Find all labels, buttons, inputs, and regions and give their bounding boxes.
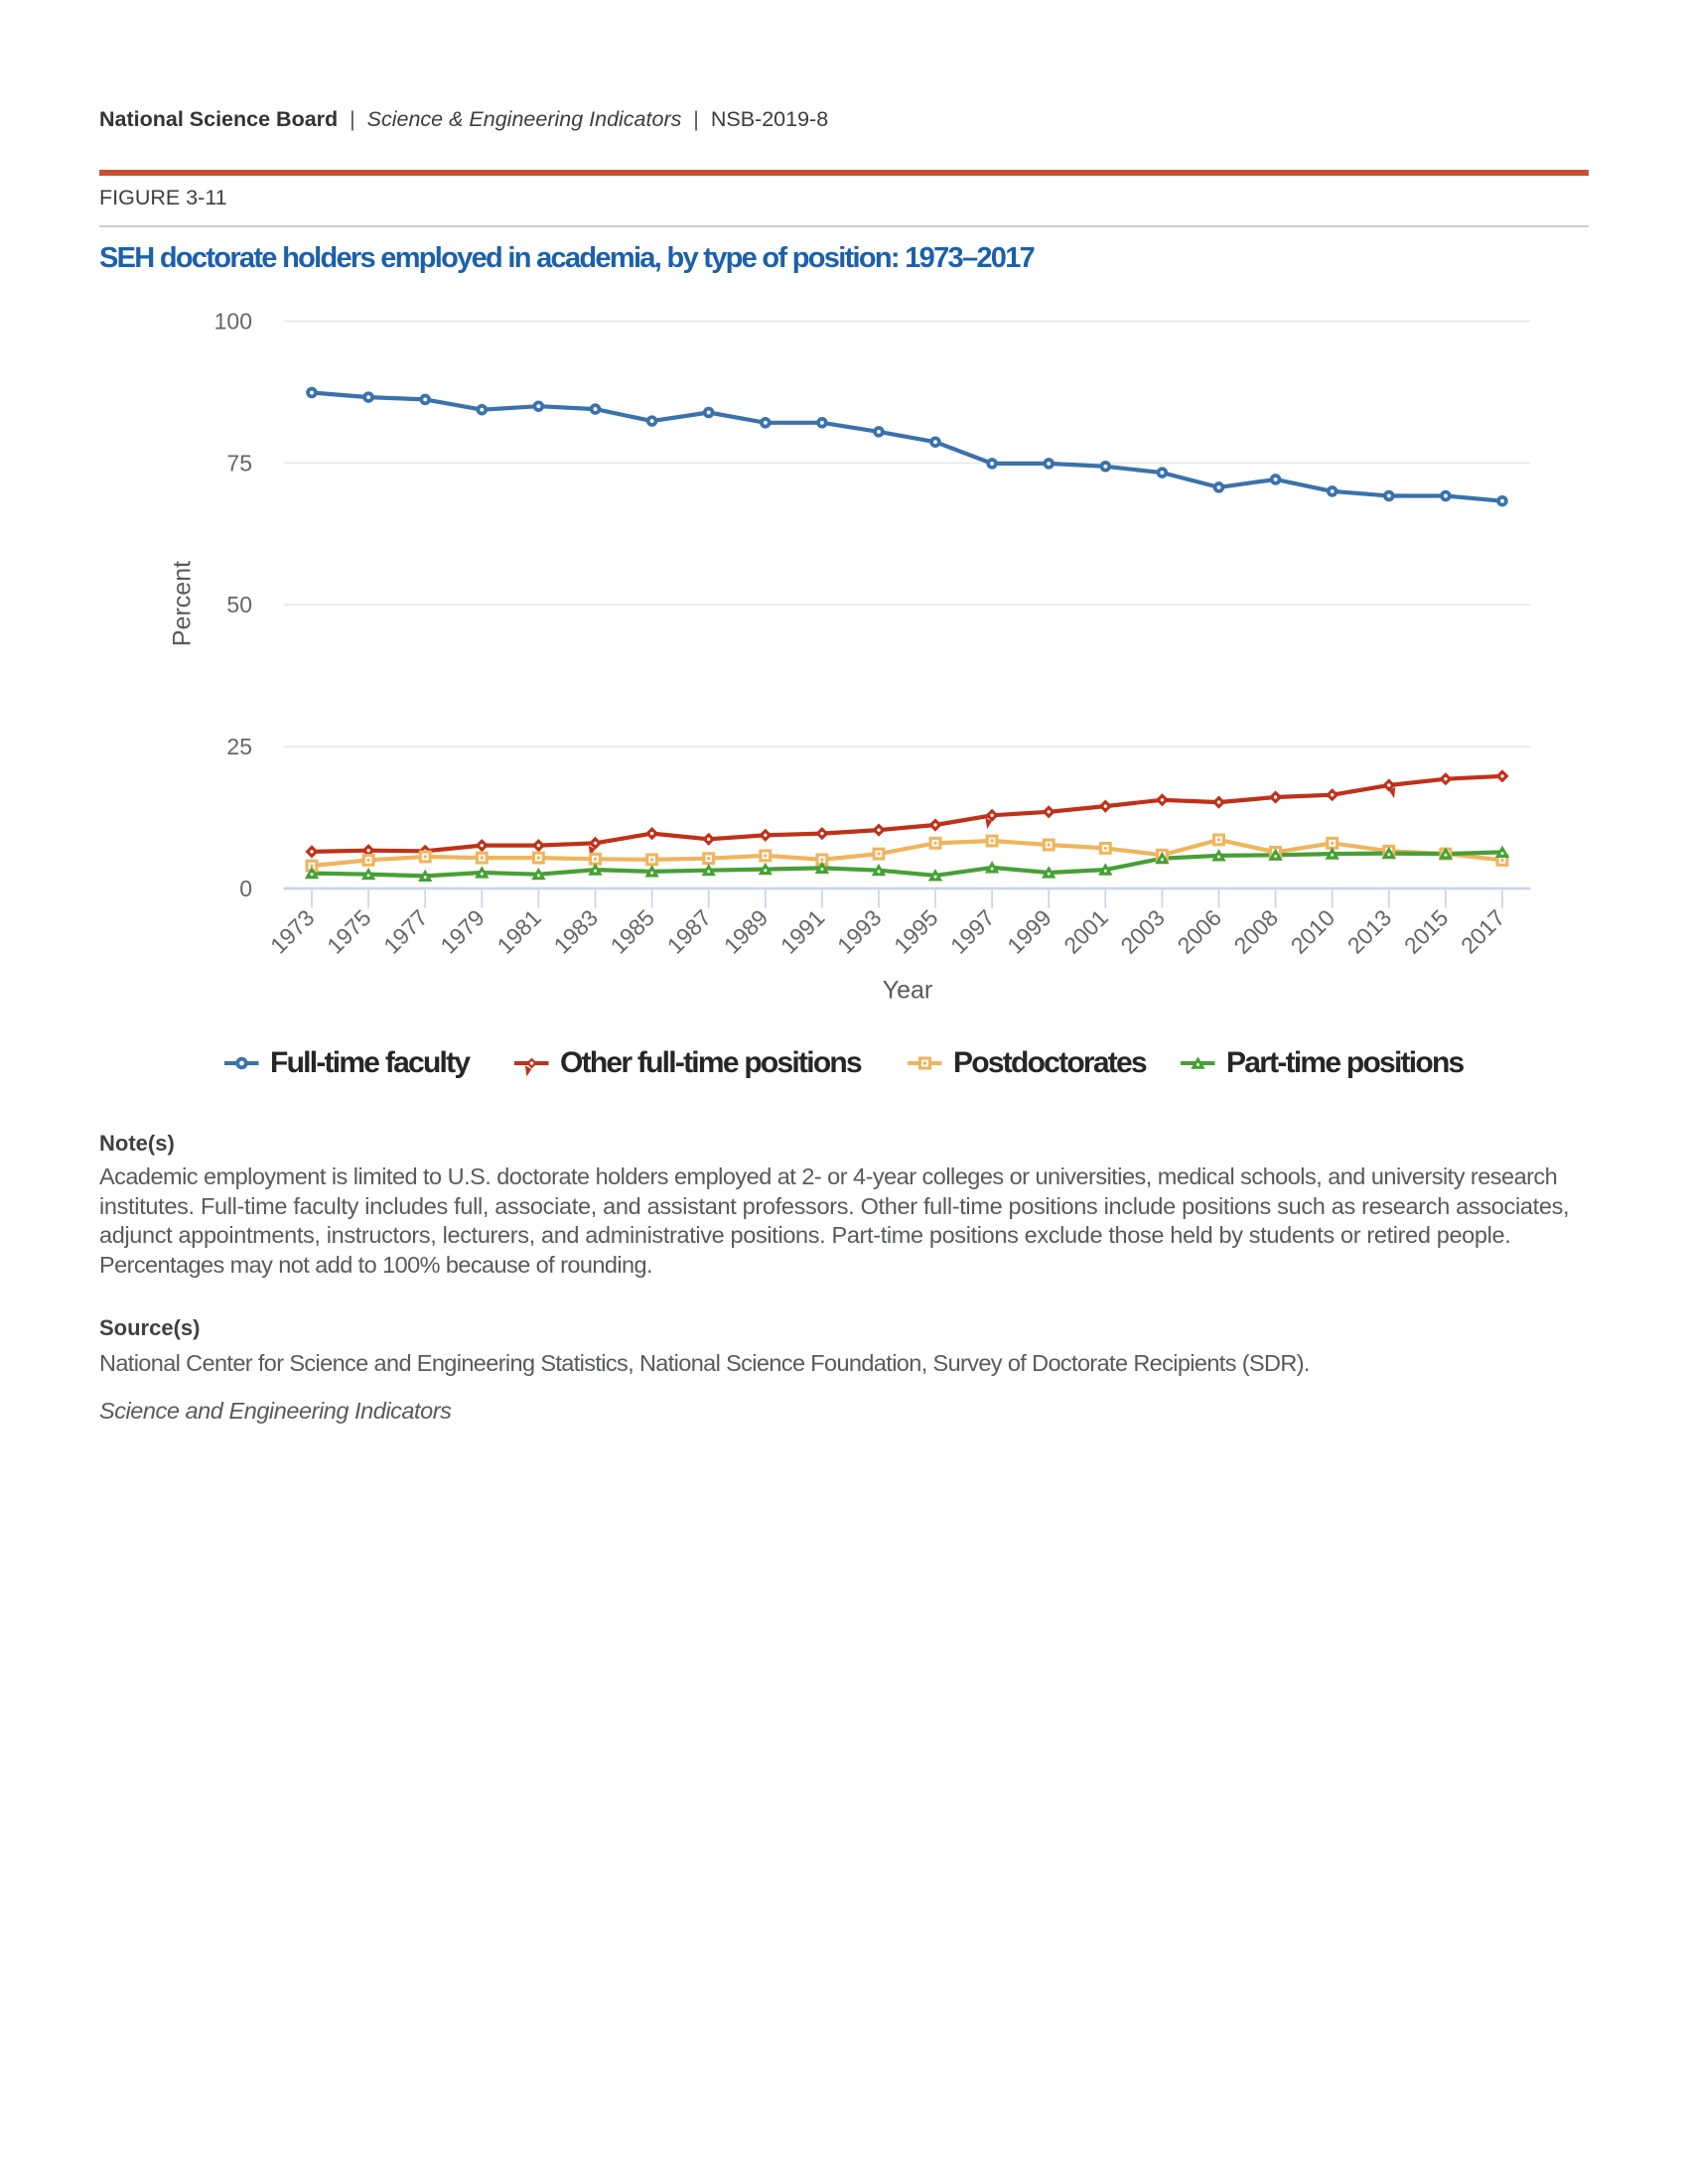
svg-text:1975: 1975: [322, 904, 376, 959]
svg-text:1999: 1999: [1002, 904, 1056, 959]
svg-text:2008: 2008: [1229, 904, 1284, 959]
svg-text:2010: 2010: [1286, 904, 1340, 959]
svg-text:1997: 1997: [945, 904, 1000, 959]
svg-text:1985: 1985: [606, 904, 660, 959]
svg-text:Percent: Percent: [169, 561, 197, 646]
svg-text:1991: 1991: [775, 904, 830, 959]
svg-text:Year: Year: [883, 977, 933, 1005]
svg-text:1979: 1979: [435, 904, 490, 959]
svg-text:100: 100: [214, 309, 252, 335]
svg-text:25: 25: [226, 734, 252, 759]
svg-text:50: 50: [226, 592, 252, 617]
svg-text:2001: 2001: [1058, 904, 1113, 959]
svg-text:2017: 2017: [1456, 904, 1510, 959]
svg-text:75: 75: [226, 450, 252, 476]
svg-text:2013: 2013: [1342, 904, 1397, 959]
svg-text:1983: 1983: [548, 904, 603, 959]
svg-text:0: 0: [239, 876, 252, 901]
svg-text:1977: 1977: [378, 904, 433, 959]
svg-text:2003: 2003: [1115, 904, 1170, 959]
svg-text:2006: 2006: [1172, 904, 1226, 959]
svg-text:1973: 1973: [265, 904, 320, 959]
svg-text:1989: 1989: [719, 904, 774, 959]
svg-text:1987: 1987: [662, 904, 717, 959]
svg-text:1993: 1993: [832, 904, 887, 959]
svg-text:2015: 2015: [1399, 904, 1454, 959]
svg-text:1995: 1995: [889, 904, 943, 959]
svg-text:1981: 1981: [492, 904, 546, 959]
